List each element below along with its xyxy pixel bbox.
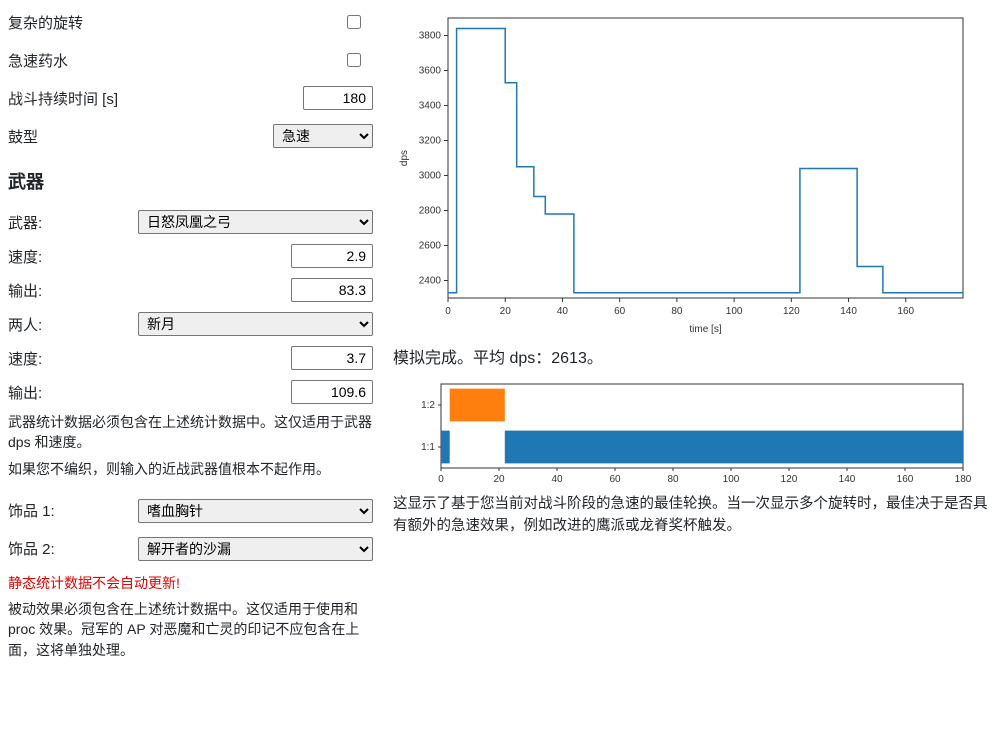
svg-text:3200: 3200 bbox=[419, 136, 442, 147]
svg-text:3000: 3000 bbox=[419, 171, 442, 182]
speed2-label: 速度: bbox=[8, 348, 98, 369]
svg-text:120: 120 bbox=[781, 474, 798, 485]
svg-text:time [s]: time [s] bbox=[689, 324, 721, 335]
result-line: 模拟完成。平均 dps：2613。 bbox=[393, 344, 993, 368]
offhand-label: 两人: bbox=[8, 314, 98, 335]
trinket-help: 被动效果必须包含在上述统计数据中。这仅适用于使用和 proc 效果。冠军的 AP… bbox=[8, 599, 373, 660]
drum-type-select[interactable]: 急速 bbox=[273, 124, 373, 148]
results-panel: 2400 2600 2800 3000 3200 3400 3600 3800 0 20 40 60 8… bbox=[393, 8, 993, 666]
weapon-select[interactable]: 日怒凤凰之弓 bbox=[138, 210, 373, 234]
trinket-warning: 静态统计数据不会自动更新! bbox=[8, 573, 373, 593]
svg-text:3800: 3800 bbox=[419, 31, 442, 42]
settings-panel: 复杂的旋转 急速药水 战斗持续时间 [s] 鼓型 急速 武器 武器: 日怒凤凰之… bbox=[8, 8, 373, 666]
fight-duration-row: 战斗持续时间 [s] bbox=[8, 84, 373, 112]
svg-text:0: 0 bbox=[438, 474, 444, 485]
complex-rotation-row: 复杂的旋转 bbox=[8, 8, 373, 36]
svg-text:160: 160 bbox=[897, 306, 914, 317]
result-dps: 2613 bbox=[551, 350, 587, 367]
result-prefix: 模拟完成。平均 dps： bbox=[393, 350, 551, 367]
speed2-input[interactable] bbox=[291, 346, 373, 370]
trinket1-select[interactable]: 嗜血胸针 bbox=[138, 499, 373, 523]
fight-duration-input[interactable] bbox=[303, 86, 373, 110]
rotation-description: 这显示了基于您当前对战斗阶段的急速的最佳轮换。当一次显示多个旋转时，最佳决于是否… bbox=[393, 494, 993, 538]
trinket2-select[interactable]: 解开者的沙漏 bbox=[138, 537, 373, 561]
result-suffix: 。 bbox=[587, 350, 603, 367]
speed1-input[interactable] bbox=[291, 244, 373, 268]
svg-text:80: 80 bbox=[671, 306, 683, 317]
trinket1-label: 饰品 1: bbox=[8, 500, 98, 521]
svg-text:3400: 3400 bbox=[419, 101, 442, 112]
svg-text:dps: dps bbox=[399, 150, 410, 166]
haste-potion-checkbox[interactable] bbox=[347, 53, 361, 67]
svg-text:100: 100 bbox=[726, 306, 743, 317]
weapon-help2: 如果您不编织，则输入的近战武器值根本不起作用。 bbox=[8, 459, 373, 479]
svg-text:2400: 2400 bbox=[419, 276, 442, 287]
haste-potion-label: 急速药水 bbox=[8, 50, 68, 71]
svg-text:40: 40 bbox=[557, 306, 569, 317]
svg-text:20: 20 bbox=[493, 474, 505, 485]
svg-text:80: 80 bbox=[667, 474, 679, 485]
svg-text:40: 40 bbox=[551, 474, 563, 485]
svg-text:0: 0 bbox=[445, 306, 451, 317]
svg-text:2600: 2600 bbox=[419, 241, 442, 252]
output1-input[interactable] bbox=[291, 278, 373, 302]
output1-label: 输出: bbox=[8, 280, 98, 301]
haste-potion-row: 急速药水 bbox=[8, 46, 373, 74]
output2-label: 输出: bbox=[8, 382, 98, 403]
dps-chart: 2400 2600 2800 3000 3200 3400 3600 3800 0 20 40 60 8… bbox=[393, 8, 993, 338]
svg-text:100: 100 bbox=[723, 474, 740, 485]
svg-text:180: 180 bbox=[955, 474, 972, 485]
svg-text:1:2: 1:2 bbox=[421, 400, 435, 411]
weapon-help1: 武器统计数据必须包含在上述统计数据中。这仅适用于武器 dps 和速度。 bbox=[8, 412, 373, 453]
weapon-heading: 武器 bbox=[8, 168, 373, 194]
svg-text:120: 120 bbox=[783, 306, 800, 317]
svg-text:60: 60 bbox=[614, 306, 626, 317]
svg-text:140: 140 bbox=[839, 474, 856, 485]
output2-input[interactable] bbox=[291, 380, 373, 404]
complex-rotation-checkbox[interactable] bbox=[347, 15, 361, 29]
svg-text:1:1: 1:1 bbox=[421, 442, 435, 453]
svg-text:20: 20 bbox=[500, 306, 512, 317]
drum-type-row: 鼓型 急速 bbox=[8, 122, 373, 150]
weapon-grid: 武器: 日怒凤凰之弓 速度: 输出: 两人: 新月 速度: bbox=[8, 208, 373, 406]
trinket2-label: 饰品 2: bbox=[8, 538, 98, 559]
svg-text:160: 160 bbox=[897, 474, 914, 485]
fight-duration-label: 战斗持续时间 [s] bbox=[8, 88, 118, 109]
svg-text:3600: 3600 bbox=[419, 66, 442, 77]
weapon-label: 武器: bbox=[8, 212, 98, 233]
drum-type-label: 鼓型 bbox=[8, 126, 38, 147]
complex-rotation-label: 复杂的旋转 bbox=[8, 12, 83, 33]
rotation-chart: 1:2 1:1 0 20 40 60 80 100 120 140 160 180 bbox=[393, 378, 993, 488]
offhand-select[interactable]: 新月 bbox=[138, 312, 373, 336]
speed1-label: 速度: bbox=[8, 246, 98, 267]
svg-text:140: 140 bbox=[840, 306, 857, 317]
svg-text:2800: 2800 bbox=[419, 206, 442, 217]
svg-text:60: 60 bbox=[609, 474, 621, 485]
